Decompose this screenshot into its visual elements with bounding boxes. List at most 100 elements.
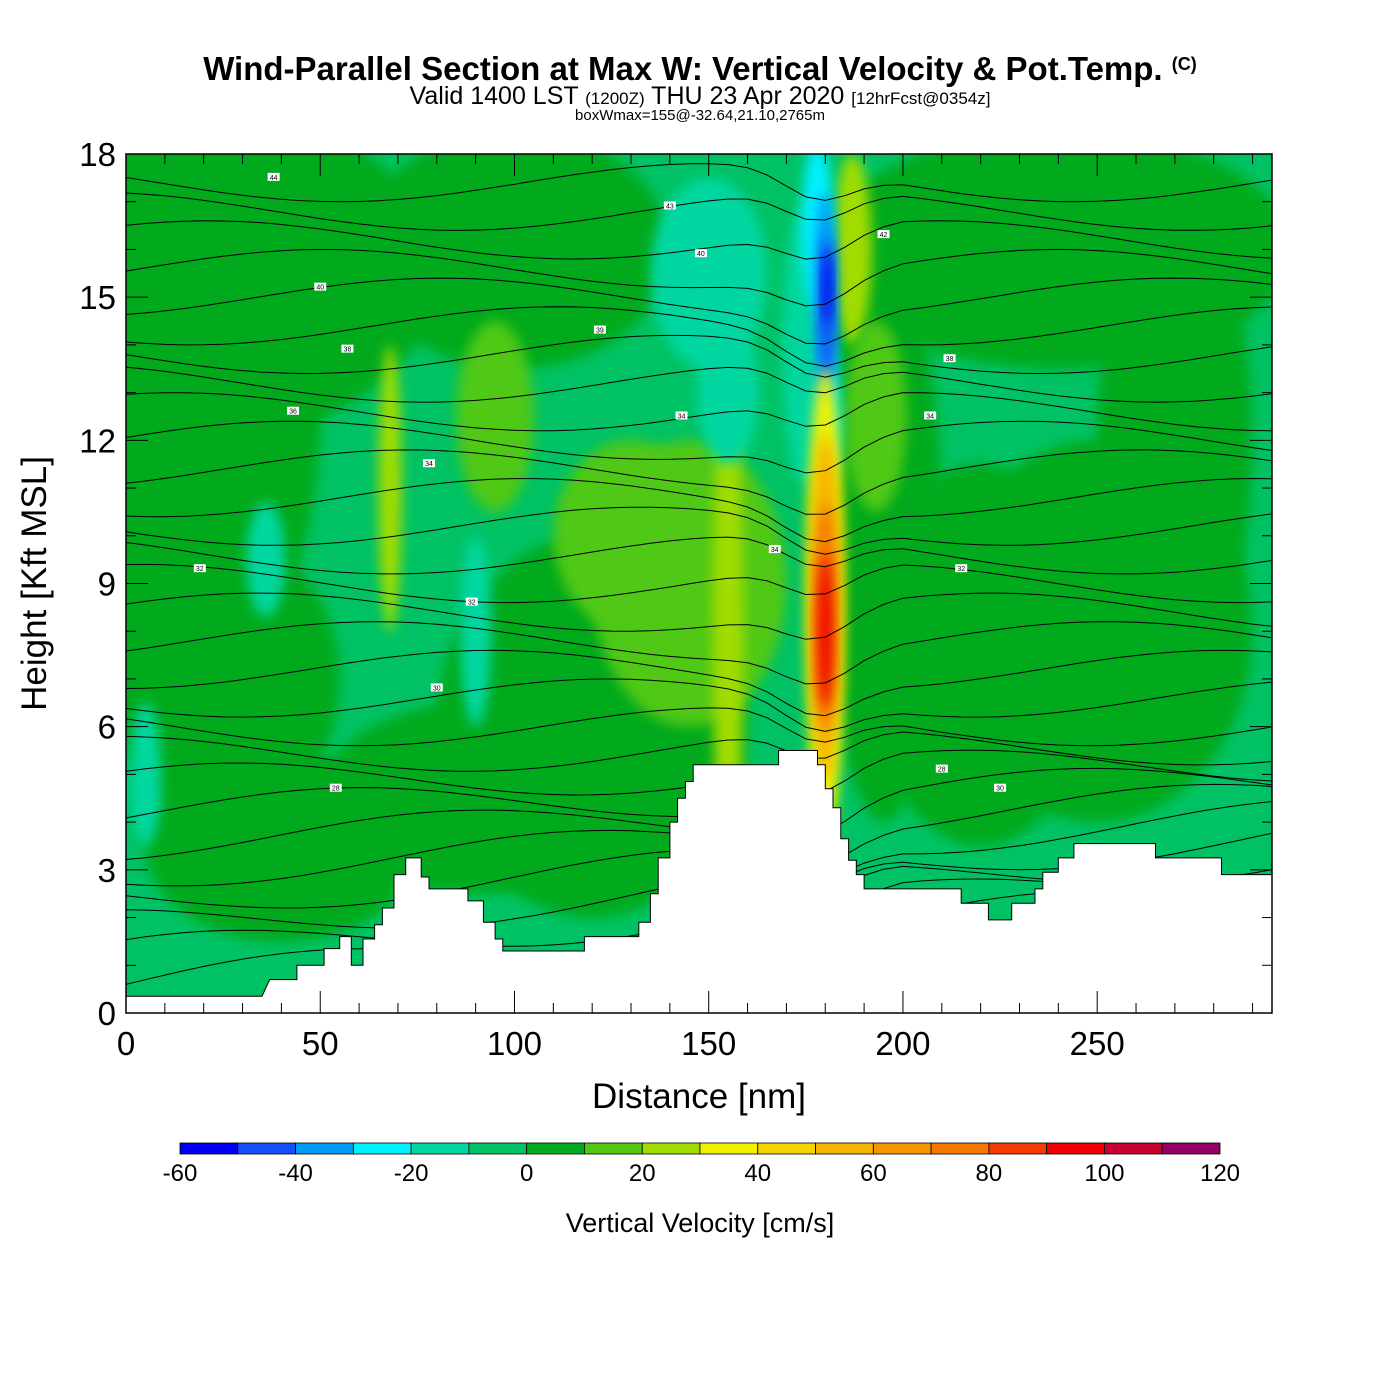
x-tick-label: 100	[487, 1025, 542, 1062]
contour-label-text: 34	[678, 413, 686, 420]
theta-contour	[126, 536, 1272, 575]
contour-label: 39	[593, 325, 606, 335]
theta-contour	[126, 731, 1272, 772]
contour-label-text: 32	[957, 566, 965, 573]
colorbar-swatch	[930, 1142, 990, 1155]
contour-label: 34	[675, 411, 688, 420]
theta-contour	[126, 621, 1272, 685]
y-axis-title: Height [Kft MSL]	[15, 456, 54, 711]
x-axis-title: Distance [nm]	[592, 1077, 806, 1116]
colorbar-label: 40	[744, 1160, 771, 1187]
chart-box-wmax: boxWmax=155@-32.64,21.10,2765m	[575, 107, 825, 124]
contour-label: 40	[314, 282, 327, 292]
contour-label-text: 32	[468, 600, 476, 607]
contour-label: 42	[877, 230, 890, 239]
theta-contour	[126, 192, 1272, 231]
colorbar-swatch	[757, 1142, 816, 1155]
contour-label-text: 43	[666, 203, 674, 210]
velocity-cell	[817, 554, 833, 708]
y-tick-label: 12	[79, 422, 116, 459]
contour-label-text: 28	[332, 786, 340, 793]
theta-contour	[126, 248, 1272, 307]
chart-subtitle: Valid 1400 LST (1200Z) THU 23 Apr 2020 […	[409, 82, 991, 110]
contour-label: 34	[768, 545, 781, 554]
terrain	[125, 750, 1273, 1014]
contour-label: 38	[341, 344, 354, 354]
contour-label: 28	[935, 764, 948, 774]
colorbar-swatch	[237, 1142, 296, 1155]
velocity-cell	[359, 154, 670, 369]
x-tick-label: 250	[1070, 1025, 1125, 1062]
velocity-cell	[697, 321, 760, 465]
contour-label: 40	[694, 249, 707, 258]
colorbar-swatch	[872, 1142, 932, 1155]
colorbar-label: 20	[629, 1160, 656, 1187]
contour-label: 44	[267, 172, 280, 182]
x-tick-label: 0	[117, 1025, 135, 1062]
y-tick-label: 15	[79, 279, 116, 316]
y-tick-label: 3	[98, 852, 116, 889]
y-tick-label: 18	[79, 136, 116, 173]
colorbar-label: 80	[976, 1160, 1003, 1187]
theta-contour	[126, 306, 1272, 367]
contour-label: 30	[430, 683, 443, 692]
theta-contour	[126, 707, 1272, 747]
theta-contour	[126, 592, 1272, 640]
colorbar-swatch	[352, 1142, 412, 1155]
velocity-cell	[129, 702, 161, 846]
theta-contour	[126, 649, 1272, 717]
chart-title: Wind-Parallel Section at Max W: Vertical…	[203, 50, 1197, 87]
theta-contour	[126, 392, 1272, 432]
contour-label-text: 39	[596, 328, 604, 335]
colorbar-swatch	[295, 1142, 354, 1155]
contour-label-text: 38	[946, 356, 954, 363]
theta-contour	[126, 366, 1272, 403]
contour-label-text: 30	[996, 786, 1004, 793]
contour-label: 38	[943, 354, 956, 363]
colorbar-swatch	[988, 1142, 1048, 1155]
velocity-cell	[822, 249, 832, 326]
theta-contour	[126, 163, 1272, 203]
contour-label-text: 30	[433, 685, 441, 692]
velocity-cell	[844, 321, 907, 512]
theta-contour	[126, 506, 1272, 555]
velocity-cell	[1097, 201, 1253, 679]
velocity-cell	[456, 321, 534, 512]
colorbar-label: 100	[1084, 1160, 1124, 1187]
colorbar-label: 0	[520, 1160, 533, 1187]
colorbar-label: -20	[394, 1160, 429, 1187]
contour-label-text: 34	[771, 547, 779, 554]
colorbar-label: 120	[1200, 1160, 1240, 1187]
theta-contour	[126, 220, 1272, 260]
theta-contour	[126, 678, 1272, 732]
contour-label: 32	[955, 564, 968, 573]
colorbar-label: 60	[860, 1160, 887, 1187]
theta-contour	[126, 420, 1272, 474]
contour-label-text: 32	[196, 566, 204, 573]
contour-label-text: 36	[289, 409, 297, 416]
contour-label: 30	[994, 783, 1007, 793]
contour-label: 36	[287, 406, 300, 416]
colorbar-swatch	[641, 1142, 701, 1155]
contour-label: 34	[924, 411, 937, 420]
contour-label-text: 42	[880, 232, 888, 239]
contour-label: 43	[663, 201, 676, 210]
velocity-cell	[320, 702, 632, 894]
colorbar-swatch	[699, 1142, 759, 1155]
theta-contour	[126, 334, 1272, 378]
y-tick-label: 0	[98, 995, 116, 1032]
contour-label: 32	[465, 597, 478, 607]
velocity-cell	[553, 440, 709, 632]
contour-label-text: 38	[344, 347, 352, 354]
velocity-cell	[126, 535, 340, 823]
colorbar-swatch	[584, 1142, 643, 1155]
contour-label: 28	[329, 783, 342, 793]
colorbar-swatch	[468, 1142, 528, 1155]
velocity-cell	[378, 344, 402, 632]
colorbar-swatch	[815, 1142, 874, 1155]
contour-label-text: 40	[697, 251, 705, 258]
contour-label-text: 34	[926, 413, 934, 420]
colorbar-title: Vertical Velocity [cm/s]	[566, 1208, 835, 1238]
colorbar-swatch	[1046, 1142, 1105, 1155]
